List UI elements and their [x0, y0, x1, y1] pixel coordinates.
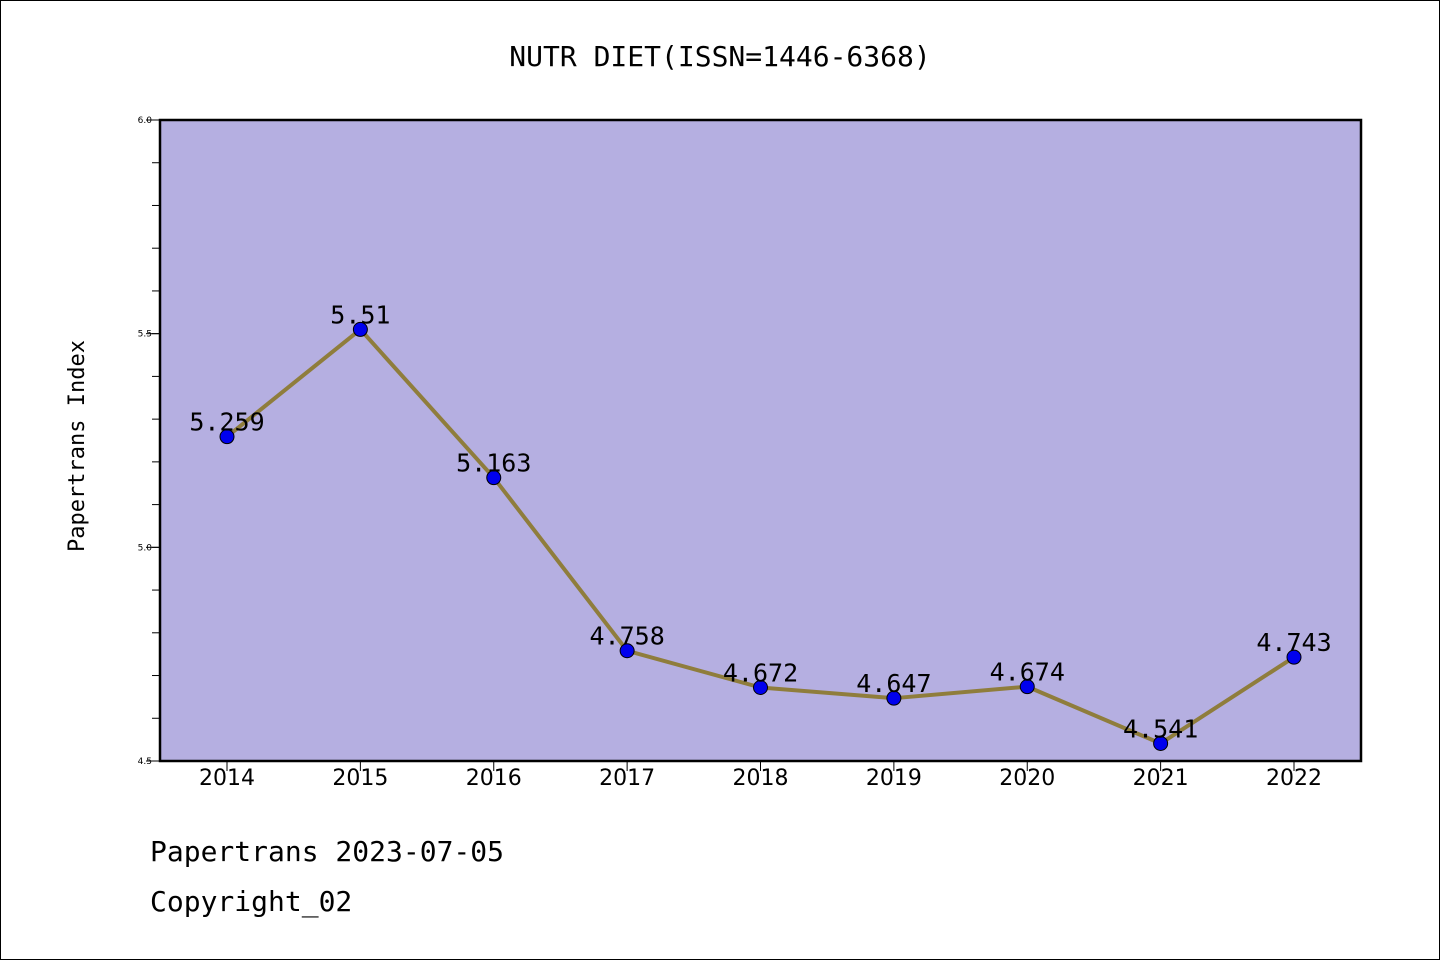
data-point-2021: [1153, 735, 1169, 751]
x-tick-label: 2016: [466, 766, 522, 791]
data-point-2016: [486, 470, 502, 486]
y-axis-label: Papertrans Index: [65, 340, 90, 552]
x-tick-label: 2022: [1266, 766, 1322, 791]
x-tick-label: 2019: [866, 766, 922, 791]
data-point-2014: [219, 429, 235, 445]
x-tick-label: 2015: [332, 766, 388, 791]
data-label-2020: 4.674: [990, 658, 1065, 687]
data-label-2022: 4.743: [1256, 628, 1331, 657]
x-tick-label: 2017: [599, 766, 655, 791]
data-point-2015: [352, 321, 368, 337]
y-axis: 4.5 5.0 5.5 6.0: [138, 116, 160, 767]
data-label-2021: 4.541: [1123, 714, 1198, 743]
x-tick-label: 2021: [1133, 766, 1189, 791]
data-point-2022: [1286, 649, 1302, 665]
data-point-2018: [753, 679, 768, 695]
data-label-2018: 4.672: [723, 658, 798, 687]
x-tick-label: 2014: [199, 766, 255, 791]
markers-group: [219, 321, 1302, 751]
chart-title: NUTR DIET(ISSN=1446-6368): [509, 40, 930, 73]
data-point-2017: [619, 643, 635, 659]
data-point-2019: [886, 690, 902, 706]
x-tick-label: 2018: [733, 766, 789, 791]
y-tick-label: 5.0: [138, 543, 153, 553]
plot-border: [158, 118, 1363, 763]
footer-date: Papertrans 2023-07-05: [150, 835, 505, 868]
data-labels-group: 5.259 5.51 5.163 4.758 4.672 4.647 4.674 4.541 4…: [189, 300, 1331, 743]
data-label-2014: 5.259: [189, 408, 264, 437]
x-axis: 2014 2015 2016 2017 2018 2019 2020 2021 2022: [199, 761, 1322, 791]
y-tick-label: 5.5: [138, 330, 152, 340]
data-label-2019: 4.647: [856, 669, 931, 698]
plot-area: [160, 120, 1361, 761]
data-point-2020: [1019, 679, 1035, 695]
footer-copyright: Copyright_02: [150, 885, 353, 918]
x-tick-label: 2020: [999, 766, 1055, 791]
y-tick-label: 4.5: [138, 757, 152, 767]
y-tick-label: 6.0: [138, 116, 153, 126]
data-label-2017: 4.758: [589, 622, 664, 651]
data-label-2016: 5.163: [456, 449, 531, 478]
data-label-2015: 5.51: [330, 300, 390, 329]
